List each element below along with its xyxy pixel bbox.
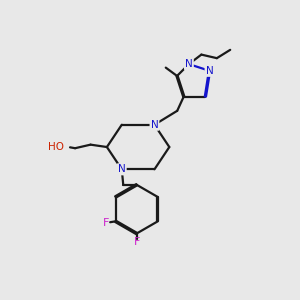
- Text: HO: HO: [48, 142, 64, 152]
- Text: F: F: [134, 237, 140, 247]
- Text: N: N: [185, 59, 193, 69]
- Text: N: N: [118, 164, 126, 174]
- Text: N: N: [206, 66, 213, 76]
- Text: F: F: [103, 218, 109, 228]
- Text: N: N: [151, 120, 158, 130]
